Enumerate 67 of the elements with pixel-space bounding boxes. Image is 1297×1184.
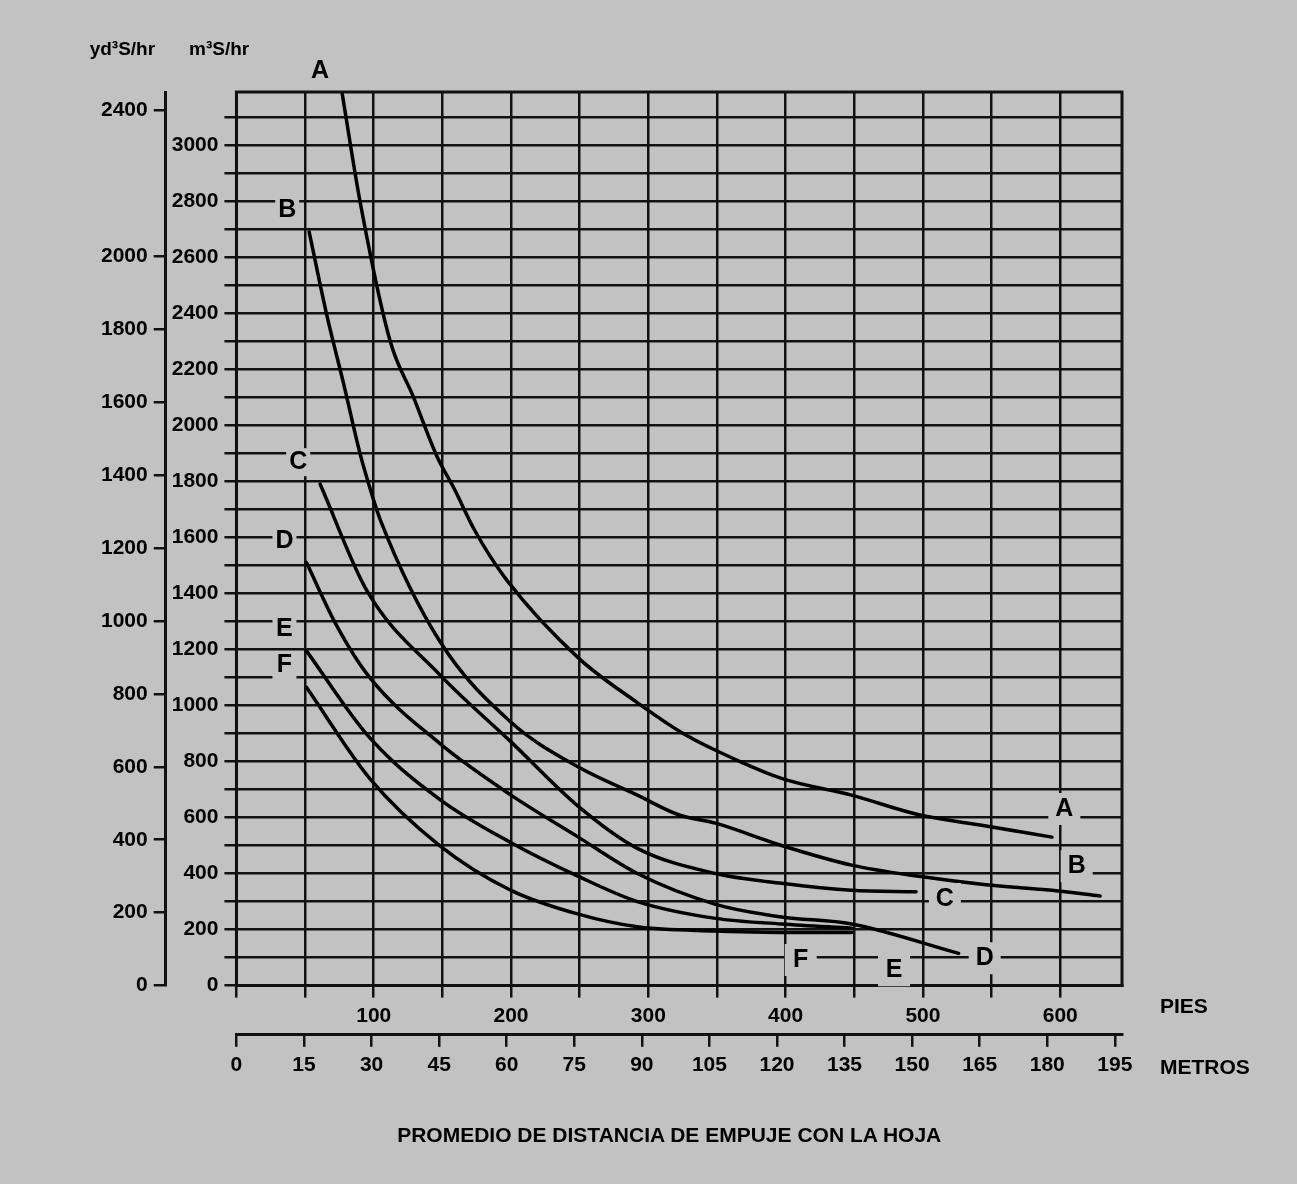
x-tick-label: 200 xyxy=(493,1003,529,1026)
line-series xyxy=(318,482,918,894)
annotation: A xyxy=(1055,793,1074,822)
y-tick-label: 0 xyxy=(206,972,219,996)
series-label: C xyxy=(289,446,308,475)
series-label: E xyxy=(276,612,293,641)
x2-tick-label: 165 xyxy=(962,1052,998,1076)
y2-tick-label: 200 xyxy=(112,899,148,923)
series-label: A xyxy=(311,55,330,84)
x2-tick-label: 30 xyxy=(359,1052,384,1076)
x2-tick-label: 90 xyxy=(630,1052,654,1076)
x2-axis-title: METROS xyxy=(1160,1054,1250,1078)
x2-tick-label: 60 xyxy=(495,1052,519,1076)
y2-tick-label: 2400 xyxy=(101,97,148,121)
y2-tick-label: 1800 xyxy=(101,315,148,339)
y-tick-label: 2400 xyxy=(171,300,219,324)
line-series xyxy=(340,92,1054,839)
y-tick-label: 1600 xyxy=(171,524,219,548)
text: PROMEDIO DE DISTANCIA DE EMPUJE CON LA HOJA xyxy=(397,1122,942,1146)
y-tick-label: 2800 xyxy=(171,188,219,212)
y-axis-title: m³S/hr xyxy=(188,38,250,60)
x-tick-label: 500 xyxy=(905,1003,941,1026)
x-tick-label: 600 xyxy=(1042,1003,1078,1026)
y-tick-label: 1800 xyxy=(171,468,219,492)
annotation: F xyxy=(793,944,809,972)
x2-tick-label: 0 xyxy=(230,1052,243,1076)
y-tick-label: 200 xyxy=(183,916,219,940)
annotation: E xyxy=(885,954,903,983)
x-tick-label: 300 xyxy=(630,1003,666,1026)
x2-tick-label: 105 xyxy=(691,1052,728,1076)
annotation: B xyxy=(1067,850,1086,879)
series-label: F xyxy=(276,649,293,678)
x2-tick-label: 120 xyxy=(759,1052,795,1076)
x-tick-label: 400 xyxy=(768,1003,804,1026)
y-tick-label: 2000 xyxy=(171,412,219,436)
y-tick-label: 3000 xyxy=(171,132,219,156)
annotation: C xyxy=(935,882,954,911)
x2-tick-label: 180 xyxy=(1029,1052,1065,1076)
x-axis-title: PIES xyxy=(1160,994,1208,1018)
y-tick-label: 600 xyxy=(183,804,219,828)
y-tick-label: 1200 xyxy=(171,636,219,660)
y-tick-label: 2600 xyxy=(171,244,219,268)
y-tick-label: 1400 xyxy=(171,580,219,604)
x2-tick-label: 45 xyxy=(427,1052,452,1076)
x2-tick-label: 150 xyxy=(894,1052,930,1076)
y-tick-label: 1000 xyxy=(171,692,219,716)
y-tick-label: 2200 xyxy=(171,356,219,380)
series-label: D xyxy=(275,524,294,553)
y2-tick-label: 2000 xyxy=(101,242,148,266)
y2-tick-label: 800 xyxy=(112,680,148,704)
y2-tick-label: 400 xyxy=(112,826,148,850)
y2-tick-label: 600 xyxy=(112,753,148,777)
y2-tick-label: 1600 xyxy=(101,388,148,412)
annotation: D xyxy=(975,942,994,971)
x2-tick-label: 15 xyxy=(292,1052,316,1076)
x2-tick-label: 135 xyxy=(827,1052,863,1076)
y2-tick-label: 1400 xyxy=(101,461,148,485)
x-tick-label: 100 xyxy=(356,1003,392,1026)
series-label: B xyxy=(278,193,297,222)
y-tick-label: 400 xyxy=(183,860,219,884)
y2-tick-label: 1000 xyxy=(101,607,148,631)
y-tick-label: 800 xyxy=(183,748,219,772)
y2-axis-title: yd³S/hr xyxy=(89,38,156,60)
x2-tick-label: 75 xyxy=(562,1052,587,1076)
y2-tick-label: 1200 xyxy=(101,534,148,558)
y2-tick-label: 0 xyxy=(136,972,148,996)
x2-tick-label: 195 xyxy=(1097,1052,1133,1076)
